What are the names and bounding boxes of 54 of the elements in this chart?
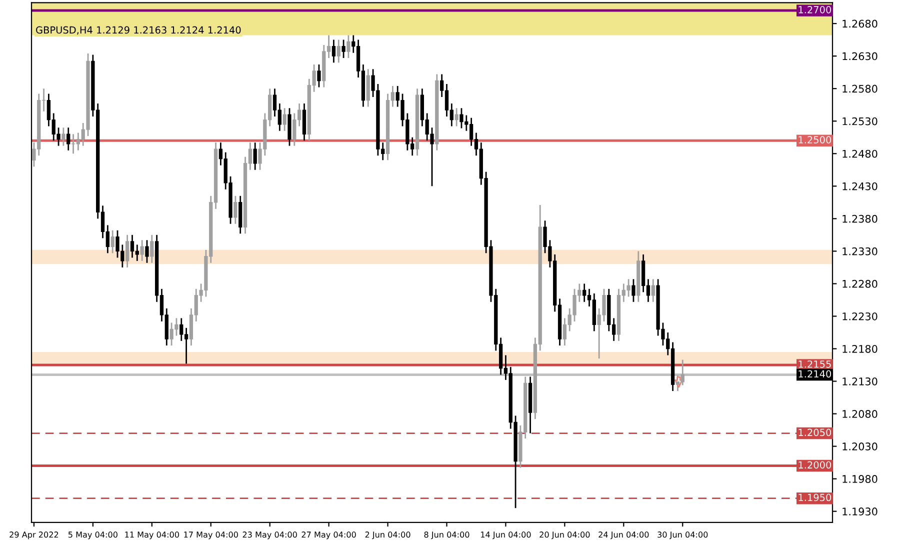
x-tick-label: 23 May 04:00 <box>242 532 297 540</box>
y-tick-label: 1.2480 <box>842 150 878 158</box>
candlestick <box>332 39 336 64</box>
candlestick <box>651 278 655 303</box>
candlestick <box>150 234 154 264</box>
ref-line-label: 1.2050 <box>798 428 832 436</box>
y-tick-label: 1.2330 <box>842 247 878 256</box>
x-tick-label: 8 Jun 04:00 <box>424 532 470 540</box>
x-tick-label: 17 May 04:00 <box>184 532 238 540</box>
candlestick <box>145 239 149 264</box>
ref-line-label: 1.2140 <box>798 370 832 378</box>
x-tick-label: 20 Jun 04:00 <box>540 532 590 540</box>
y-tick-label: 1.2180 <box>842 344 878 353</box>
y-tick-label: 1.1930 <box>842 508 878 516</box>
x-tick-label: 24 Jun 04:00 <box>598 532 649 540</box>
y-tick-label: 1.2380 <box>842 214 878 223</box>
candlestick <box>454 107 458 127</box>
candlestick <box>317 64 321 88</box>
y-tick-label: 1.2530 <box>842 117 878 126</box>
candlestick <box>342 39 346 59</box>
ref-line-label: 1.1950 <box>798 494 832 502</box>
y-tick-label: 1.2630 <box>842 52 878 60</box>
y-tick-label: 1.2280 <box>842 280 878 288</box>
candlestick <box>336 39 340 64</box>
y-tick-label: 1.2580 <box>842 84 878 93</box>
candlestick <box>66 126 70 152</box>
candlestick <box>110 230 114 254</box>
text: GBPUSD,H4 1.2129 1.2163 1.2124 1.2140 <box>36 26 241 35</box>
x-tick-label: 27 May 04:00 <box>302 532 356 540</box>
candlestick <box>126 234 130 268</box>
x-tick-label: 29 Apr 2022 <box>10 532 58 540</box>
y-tick-label: 1.1980 <box>842 475 878 483</box>
x-tick-label: 11 May 04:00 <box>125 532 179 540</box>
candlestick <box>282 107 286 132</box>
x-tick-label: 30 Jun 04:00 <box>658 532 708 540</box>
x-tick-label: 2 Jun 04:00 <box>365 532 410 540</box>
x-tick-label: 5 May 04:00 <box>68 532 118 540</box>
candlestick <box>62 126 66 147</box>
y-tick-label: 1.2430 <box>842 182 878 190</box>
candlestick <box>253 142 257 171</box>
ref-line-label: 1.2000 <box>798 461 832 469</box>
ref-line-label: 1.2500 <box>798 136 832 144</box>
candlestick <box>234 195 238 225</box>
x-tick-label: 14 Jun 04:00 <box>481 532 531 540</box>
ref-line-label: 1.2700 <box>798 6 832 14</box>
candlestick <box>140 239 144 262</box>
ref-line-label: 1.2155 <box>798 360 831 368</box>
y-tick-label: 1.2080 <box>842 410 878 418</box>
candlestick <box>346 34 350 59</box>
candlestick <box>632 278 636 303</box>
y-tick-label: 1.2680 <box>842 20 878 28</box>
y-tick-label: 1.2230 <box>842 312 878 320</box>
y-tick-label: 1.2130 <box>842 377 878 386</box>
y-tick-label: 1.2030 <box>842 442 878 450</box>
